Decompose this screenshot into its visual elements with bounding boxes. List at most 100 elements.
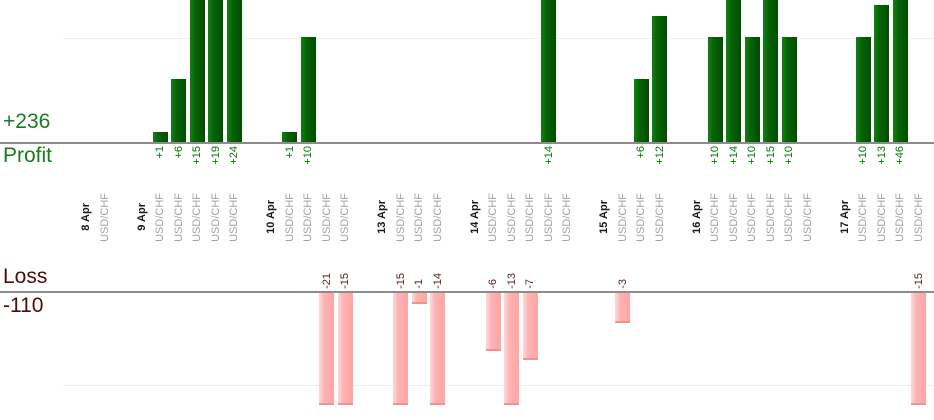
loss-value-slot: -6 <box>484 245 503 289</box>
symbol-label: USD/CHF <box>653 192 666 242</box>
profit-value-slot: +1 <box>281 146 300 190</box>
symbol-slot: USD/CHF <box>484 184 503 250</box>
profit-gridline <box>63 38 934 39</box>
symbol-slot: USD/CHF <box>854 184 873 250</box>
loss-value-label: -15 <box>912 273 925 289</box>
date-slot: 10 Apr <box>262 184 281 250</box>
profit-value-label: +1 <box>283 146 296 159</box>
symbol-label: USD/CHF <box>857 192 869 242</box>
symbol-label: USD/CHF <box>98 192 111 242</box>
profit-value-slot: +6 <box>632 146 651 190</box>
symbol-label: USD/CHF <box>616 192 629 242</box>
profit-value-label: +10 <box>783 146 795 165</box>
profit-value-slot: +1 <box>151 146 170 190</box>
profit-bar <box>781 37 797 143</box>
symbol-slot: USD/CHF <box>910 184 929 250</box>
profit-value-slot: +10 <box>299 146 318 190</box>
date-label: 13 Apr <box>376 200 388 234</box>
symbol-slot: USD/CHF <box>540 184 559 250</box>
date-slot: 8 Apr <box>77 184 96 250</box>
profit-bar <box>726 0 742 143</box>
profit-bar <box>208 0 224 143</box>
symbol-label: USD/CHF <box>783 192 795 242</box>
symbol-slot: USD/CHF <box>706 184 725 250</box>
profit-axis-title: Profit <box>3 144 53 167</box>
symbol-label: USD/CHF <box>635 192 647 242</box>
profit-bar <box>892 0 908 143</box>
profit-bar <box>541 0 557 143</box>
loss-bar <box>337 293 353 405</box>
profit-value-label: +10 <box>746 146 758 165</box>
profit-value-label: +10 <box>857 146 869 165</box>
date-label: 8 Apr <box>80 203 92 231</box>
symbol-slot: USD/CHF <box>429 184 448 250</box>
profit-value-slot: +12 <box>651 146 670 190</box>
symbol-slot: USD/CHF <box>521 184 540 250</box>
loss-value-label: -21 <box>320 273 333 289</box>
symbol-label: USD/CHF <box>209 192 222 242</box>
loss-bar <box>504 293 520 405</box>
profit-value-label: +14 <box>542 146 555 165</box>
profit-bar <box>189 0 205 143</box>
profit-bar <box>855 37 871 143</box>
loss-value-label: -15 <box>394 273 407 289</box>
loss-value-label: -14 <box>431 273 444 289</box>
loss-axis-title: Loss <box>3 265 48 288</box>
symbol-slot: USD/CHF <box>188 184 207 250</box>
date-label: 15 Apr <box>598 200 610 234</box>
date-label: 9 Apr <box>135 203 148 231</box>
symbol-slot: USD/CHF <box>336 184 355 250</box>
loss-axis-line <box>0 291 934 293</box>
symbol-label: USD/CHF <box>505 192 518 242</box>
symbol-slot: USD/CHF <box>743 184 762 250</box>
loss-bar <box>393 293 409 405</box>
profit-value-slot: +46 <box>891 146 910 190</box>
loss-value-label: -6 <box>487 279 499 289</box>
profit-bar <box>152 132 168 143</box>
profit-value-label: +24 <box>228 146 240 165</box>
loss-value-slot: -7 <box>521 245 540 289</box>
profit-value-slot: +15 <box>188 146 207 190</box>
symbol-label: USD/CHF <box>302 192 314 242</box>
loss-bar <box>319 293 335 405</box>
profit-value-slot: +10 <box>743 146 762 190</box>
profit-value-label: +10 <box>709 146 721 165</box>
symbol-slot: USD/CHF <box>96 184 115 250</box>
loss-value-slot: -15 <box>392 245 411 289</box>
loss-bar <box>485 293 501 351</box>
profit-value-label: +46 <box>894 146 906 165</box>
profit-value-slot: +10 <box>780 146 799 190</box>
profit-value-label: +10 <box>302 146 314 165</box>
profit-total-label: +236 <box>3 110 51 133</box>
loss-value-slot: -21 <box>318 245 337 289</box>
symbol-label: USD/CHF <box>524 192 536 242</box>
profit-value-label: +14 <box>727 146 740 165</box>
loss-bar <box>615 293 631 323</box>
profit-value-label: +12 <box>653 146 666 165</box>
symbol-slot: USD/CHF <box>632 184 651 250</box>
loss-value-slot: -15 <box>910 245 929 289</box>
profit-value-label: +6 <box>635 146 647 159</box>
symbol-slot: USD/CHF <box>799 184 818 250</box>
profit-value-slot: +10 <box>854 146 873 190</box>
profit-bar <box>282 132 298 143</box>
profit-bar <box>874 5 890 143</box>
profit-value-slot: +13 <box>873 146 892 190</box>
loss-value-label: -7 <box>524 279 536 289</box>
symbol-slot: USD/CHF <box>762 184 781 250</box>
profit-plot-area <box>0 0 934 143</box>
symbol-slot: USD/CHF <box>891 184 910 250</box>
symbol-label: USD/CHF <box>542 192 555 242</box>
profit-value-label: +15 <box>764 146 777 165</box>
loss-value-slot: -15 <box>336 245 355 289</box>
loss-value-slot: -13 <box>503 245 522 289</box>
loss-bar <box>911 293 927 405</box>
symbol-label: USD/CHF <box>320 192 333 242</box>
symbol-slot: USD/CHF <box>151 184 170 250</box>
symbol-label: USD/CHF <box>413 192 425 242</box>
symbol-label: USD/CHF <box>154 192 166 242</box>
symbol-slot: USD/CHF <box>873 184 892 250</box>
loss-bar <box>522 293 538 361</box>
profit-value-slot: +14 <box>725 146 744 190</box>
